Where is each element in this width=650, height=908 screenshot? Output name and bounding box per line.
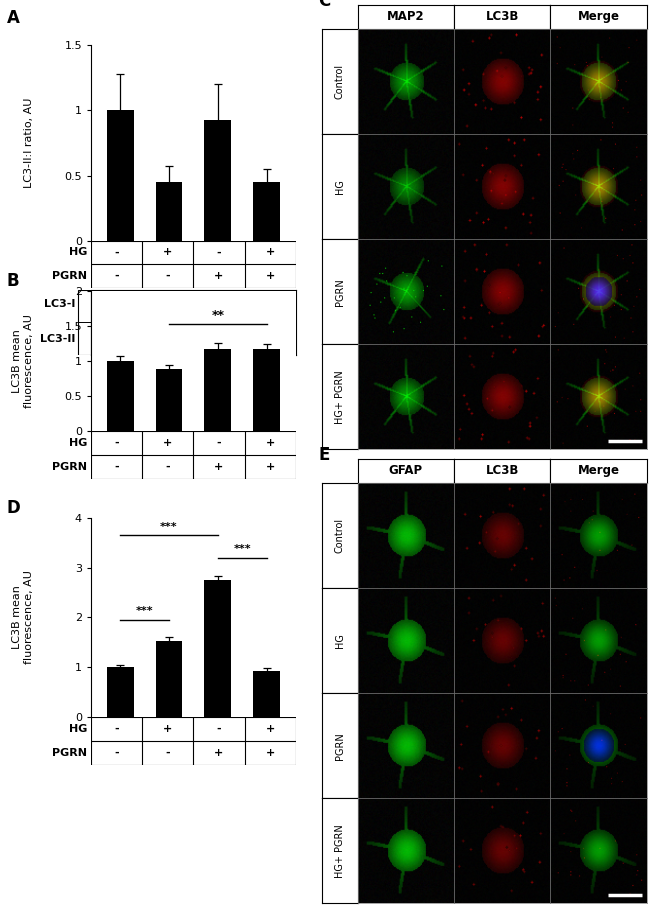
- Text: ***: ***: [160, 521, 178, 531]
- Text: +: +: [266, 747, 275, 758]
- Text: +: +: [163, 247, 172, 258]
- Text: HG+ PGRN: HG+ PGRN: [335, 824, 344, 878]
- Text: PGRN: PGRN: [52, 461, 87, 472]
- Text: LC3B: LC3B: [486, 464, 519, 478]
- Text: PGRN: PGRN: [52, 271, 87, 281]
- Text: B: B: [6, 272, 19, 290]
- Text: -: -: [216, 438, 221, 449]
- Text: +: +: [266, 247, 275, 258]
- Text: PGRN: PGRN: [335, 732, 344, 760]
- Text: Merge: Merge: [578, 10, 619, 24]
- Text: E: E: [318, 447, 330, 464]
- Text: PGRN: PGRN: [52, 747, 87, 758]
- Text: HG: HG: [68, 438, 87, 449]
- Bar: [78, 290, 296, 355]
- Text: -: -: [114, 461, 119, 472]
- Y-axis label: LC3B mean
fluorescence, AU: LC3B mean fluorescence, AU: [12, 314, 34, 408]
- Text: MAP2: MAP2: [387, 10, 424, 24]
- Text: LC3-I: LC3-I: [44, 299, 75, 309]
- Text: -: -: [166, 271, 170, 281]
- Y-axis label: LC3-II:I ratio, AU: LC3-II:I ratio, AU: [23, 98, 34, 188]
- Bar: [107, 111, 134, 241]
- Bar: [204, 349, 231, 431]
- Bar: [253, 671, 280, 717]
- Text: +: +: [214, 461, 224, 472]
- Y-axis label: LC3B mean
fluorescence, AU: LC3B mean fluorescence, AU: [12, 570, 34, 665]
- Text: -: -: [114, 247, 119, 258]
- Bar: [107, 360, 134, 431]
- Bar: [155, 641, 183, 717]
- Text: PGRN: PGRN: [335, 278, 344, 306]
- Text: HG: HG: [335, 179, 344, 194]
- Text: +: +: [214, 271, 224, 281]
- Text: C: C: [318, 0, 331, 10]
- Text: +: +: [214, 747, 224, 758]
- Text: +: +: [163, 438, 172, 449]
- Text: HG: HG: [68, 724, 87, 735]
- Text: -: -: [114, 747, 119, 758]
- Text: +: +: [266, 438, 275, 449]
- Text: -: -: [216, 247, 221, 258]
- Text: Merge: Merge: [578, 464, 619, 478]
- Text: **: **: [211, 309, 224, 321]
- Text: A: A: [6, 9, 20, 26]
- Bar: [107, 667, 134, 717]
- Text: HG: HG: [68, 247, 87, 258]
- Text: HG+ PGRN: HG+ PGRN: [335, 370, 344, 424]
- Text: Control: Control: [335, 518, 344, 553]
- Text: +: +: [266, 724, 275, 735]
- Text: GFAP: GFAP: [389, 464, 422, 478]
- Text: -: -: [114, 724, 119, 735]
- Text: +: +: [266, 461, 275, 472]
- Bar: [204, 580, 231, 717]
- Text: HG: HG: [335, 633, 344, 648]
- Bar: [253, 349, 280, 431]
- Bar: [253, 182, 280, 241]
- Bar: [155, 182, 183, 241]
- Bar: [155, 370, 183, 431]
- Text: D: D: [6, 499, 20, 517]
- Text: +: +: [266, 271, 275, 281]
- Text: ***: ***: [233, 544, 251, 554]
- Text: -: -: [166, 461, 170, 472]
- Bar: [204, 120, 231, 241]
- Text: ***: ***: [136, 607, 153, 617]
- Text: -: -: [166, 747, 170, 758]
- Text: LC3-II: LC3-II: [40, 333, 75, 344]
- Text: -: -: [216, 724, 221, 735]
- Text: +: +: [163, 724, 172, 735]
- Text: -: -: [114, 271, 119, 281]
- Text: LC3B: LC3B: [486, 10, 519, 24]
- Text: -: -: [114, 438, 119, 449]
- Text: Control: Control: [335, 64, 344, 99]
